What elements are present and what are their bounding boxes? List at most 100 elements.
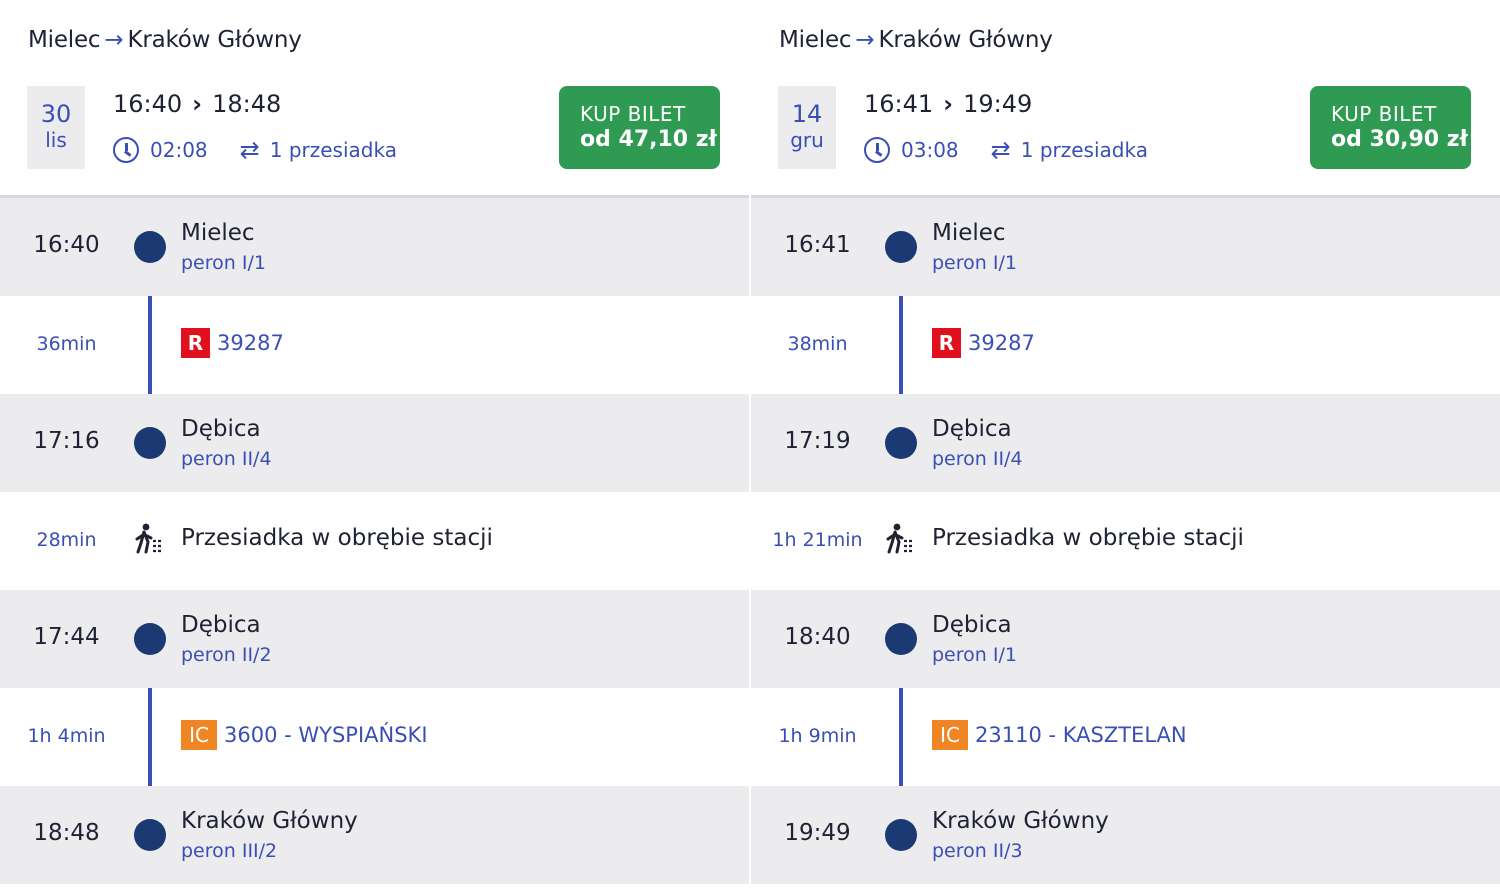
stop-dot — [885, 427, 917, 459]
station-name: Mielec — [932, 220, 1006, 246]
transfer-arrows-icon: ⇄ — [990, 136, 1011, 164]
departure-time: 16:41 — [864, 90, 934, 118]
date-month: lis — [45, 128, 67, 152]
stop-dot — [885, 819, 917, 851]
station-name: Dębica — [932, 416, 1012, 442]
stop-time: 17:19 — [784, 428, 851, 454]
chevron-right-icon: › — [192, 90, 203, 118]
route-title: Mielec → Kraków Główny — [28, 27, 302, 53]
stop-row[interactable]: 18:40 Dębica peron I/1 — [751, 590, 1500, 688]
stop-time: 17:44 — [33, 624, 100, 650]
leg-duration: 36min — [36, 333, 97, 355]
train-row[interactable]: 1h 9min IC 23110 - KASZTELAN — [751, 688, 1500, 786]
stop-time: 18:40 — [784, 624, 851, 650]
station-name: Kraków Główny — [181, 808, 358, 834]
walking-person-icon — [886, 523, 914, 554]
date-box: 14 gru — [778, 86, 836, 169]
date-day: 14 — [791, 100, 823, 128]
arrival-time: 18:48 — [212, 90, 282, 118]
train-row[interactable]: 36min R 39287 — [0, 296, 749, 394]
stop-dot — [885, 231, 917, 263]
travel-duration: 02:08 — [150, 138, 208, 162]
buy-ticket-label: KUP BILET — [1331, 102, 1437, 126]
carrier-badge: R — [932, 328, 961, 358]
route-line — [148, 639, 152, 835]
transfer-row[interactable]: 1h 21min Przesiadka w obrębie stacji — [751, 492, 1500, 590]
platform: peron I/1 — [181, 252, 266, 274]
stop-time: 19:49 — [784, 820, 851, 846]
buy-ticket-button[interactable]: KUP BILET od 47,10 zł — [559, 86, 720, 169]
buy-ticket-button[interactable]: KUP BILET od 30,90 zł — [1310, 86, 1471, 169]
arrival-time: 19:49 — [963, 90, 1033, 118]
stop-dot — [885, 623, 917, 655]
train-number: 39287 — [217, 331, 284, 355]
leg-duration: 38min — [787, 333, 848, 355]
connection-header: Mielec → Kraków Główny 14 gru 16:41 › 19:49 … — [751, 0, 1500, 198]
platform: peron I/1 — [932, 644, 1017, 666]
stop-row[interactable]: 17:19 Dębica peron II/4 — [751, 394, 1500, 492]
train-row[interactable]: 38min R 39287 — [751, 296, 1500, 394]
station-name: Dębica — [932, 612, 1012, 638]
itinerary: 16:40 Mielec peron I/1 36min R 39287 17:… — [0, 198, 749, 884]
stop-row[interactable]: 19:49 Kraków Główny peron II/3 — [751, 786, 1500, 884]
departure-arrival: 16:41 › 19:49 — [864, 90, 1032, 118]
changes-count: 1 przesiadka — [1020, 138, 1148, 162]
trip-meta: 03:08 ⇄ 1 przesiadka — [864, 137, 1148, 163]
walking-person-icon — [135, 523, 163, 554]
changes-count: 1 przesiadka — [269, 138, 397, 162]
stop-time: 16:40 — [33, 232, 100, 258]
itinerary: 16:41 Mielec peron I/1 38min R 39287 17:… — [751, 198, 1500, 884]
stop-row[interactable]: 18:48 Kraków Główny peron III/2 — [0, 786, 749, 884]
transfer-duration: 1h 21min — [772, 529, 863, 551]
departure-arrival: 16:40 › 18:48 — [113, 90, 281, 118]
arrow-right-icon: → — [104, 27, 124, 53]
clock-icon — [864, 137, 890, 163]
transfer-row[interactable]: 28min Przesiadka w obrębie stacji — [0, 492, 749, 590]
arrow-right-icon: → — [855, 27, 875, 53]
platform: peron I/1 — [932, 252, 1017, 274]
connection-header: Mielec → Kraków Główny 30 lis 16:40 › 18:48 … — [0, 0, 749, 198]
platform: peron II/3 — [932, 840, 1023, 862]
chevron-right-icon: › — [943, 90, 954, 118]
stop-dot — [134, 427, 166, 459]
stop-dot — [134, 819, 166, 851]
trip-meta: 02:08 ⇄ 1 przesiadka — [113, 137, 397, 163]
stop-row[interactable]: 16:40 Mielec peron I/1 — [0, 198, 749, 296]
stop-row[interactable]: 17:44 Dębica peron II/2 — [0, 590, 749, 688]
connection-card-2: Mielec → Kraków Główny 14 gru 16:41 › 19:49 … — [751, 0, 1500, 895]
carrier-badge: IC — [932, 720, 968, 750]
stop-time: 18:48 — [33, 820, 100, 846]
train-number: 39287 — [968, 331, 1035, 355]
ticket-price: od 30,90 zł — [1331, 127, 1468, 152]
ticket-price: od 47,10 zł — [580, 127, 717, 152]
stop-row[interactable]: 17:16 Dębica peron II/4 — [0, 394, 749, 492]
date-month: gru — [790, 128, 824, 152]
route-title: Mielec → Kraków Główny — [779, 27, 1053, 53]
route-line — [148, 247, 152, 443]
stop-time: 16:41 — [784, 232, 851, 258]
travel-duration: 03:08 — [901, 138, 959, 162]
stop-dot — [134, 623, 166, 655]
train-row[interactable]: 1h 4min IC 3600 - WYSPIAŃSKI — [0, 688, 749, 786]
transfer-text: Przesiadka w obrębie stacji — [181, 525, 493, 551]
stop-row[interactable]: 16:41 Mielec peron I/1 — [751, 198, 1500, 296]
date-day: 30 — [40, 100, 72, 128]
leg-duration: 1h 9min — [778, 725, 857, 747]
platform: peron III/2 — [181, 840, 278, 862]
train-number: 3600 - WYSPIAŃSKI — [224, 723, 428, 747]
station-name: Dębica — [181, 612, 261, 638]
date-box: 30 lis — [27, 86, 85, 169]
train-number: 23110 - KASZTELAN — [975, 723, 1187, 747]
destination-name: Kraków Główny — [878, 27, 1053, 53]
buy-ticket-label: KUP BILET — [580, 102, 686, 126]
station-name: Mielec — [181, 220, 255, 246]
platform: peron II/4 — [181, 448, 272, 470]
transfer-duration: 28min — [36, 529, 97, 551]
panel-divider — [749, 198, 751, 895]
transfer-arrows-icon: ⇄ — [239, 136, 260, 164]
clock-icon — [113, 137, 139, 163]
route-line — [899, 247, 903, 443]
destination-name: Kraków Główny — [127, 27, 302, 53]
stop-dot — [134, 231, 166, 263]
